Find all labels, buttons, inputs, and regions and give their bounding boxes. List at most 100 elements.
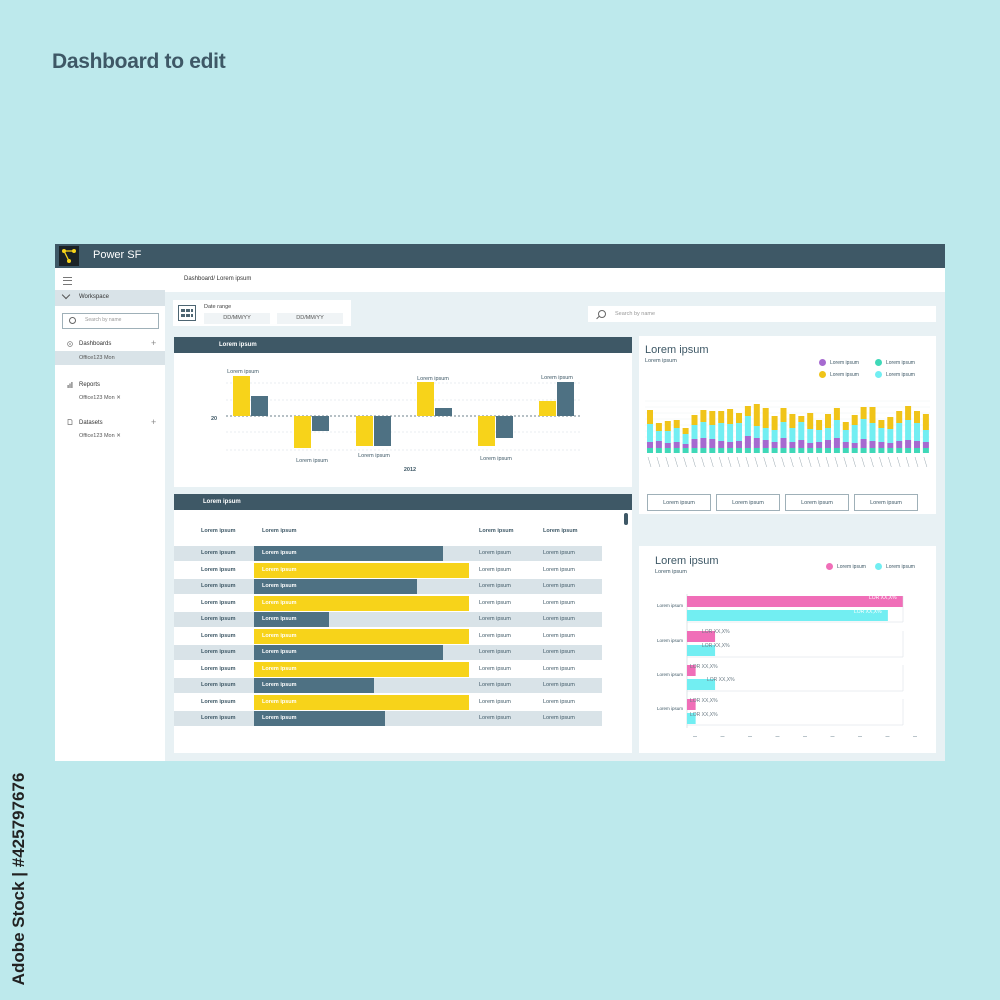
filter-button[interactable]: Lorem ipsum — [647, 494, 711, 511]
stack-segment — [789, 448, 796, 453]
bar — [312, 416, 329, 431]
table-bar: Lorem ipsum — [254, 661, 469, 677]
stack-segment — [691, 448, 698, 453]
stack-segment — [753, 426, 760, 438]
table-row[interactable]: Lorem ipsum Lorem ipsum Lorem ipsum Lorem i… — [174, 628, 602, 644]
stack-segment — [647, 448, 653, 453]
table-cell: Lorem ipsum — [479, 682, 511, 688]
x-tick — [720, 736, 725, 737]
x-tick — [858, 736, 862, 737]
table-row[interactable]: Lorem ipsum Lorem ipsum Lorem ipsum Lorem i… — [174, 546, 602, 561]
sidebar-subitem-dashboard[interactable]: Office123 Mon — [79, 355, 115, 361]
table-row[interactable]: Lorem ipsum Lorem ipsum Lorem ipsum Lorem i… — [174, 645, 602, 660]
table-scrollbar[interactable] — [624, 513, 628, 525]
hbar — [687, 665, 696, 676]
stack-segment — [869, 407, 876, 423]
table-row[interactable]: Lorem ipsum Lorem ipsum Lorem ipsum Lorem i… — [174, 595, 602, 611]
x-tick-label — [763, 456, 767, 468]
legend-item: Lorem ipsum — [819, 359, 859, 366]
table-bar: Lorem ipsum — [254, 579, 418, 594]
date-to-field[interactable]: DD/MM/YY — [277, 313, 343, 324]
stack-segment — [691, 415, 698, 425]
app-name: Power SF — [93, 249, 142, 261]
stack-segment — [869, 448, 876, 453]
stack-segment — [816, 448, 823, 453]
date-from-field[interactable]: DD/MM/YY — [204, 313, 270, 324]
stack-segment — [798, 440, 805, 448]
stack-segment — [655, 423, 662, 431]
table-cell: Lorem ipsum — [479, 583, 511, 589]
table-bar-label: Lorem ipsum — [262, 583, 297, 589]
stack-segment — [718, 411, 725, 423]
search-input[interactable]: Search by name — [588, 306, 936, 322]
breadcrumb[interactable]: Dashboard/ Lorem ipsum — [184, 276, 252, 282]
table-row[interactable]: Lorem ipsum Lorem ipsum Lorem ipsum Lorem i… — [174, 661, 602, 677]
stack-segment — [709, 439, 716, 448]
stack-segment — [780, 448, 787, 453]
filter-button[interactable]: Lorem ipsum — [854, 494, 918, 511]
sidebar-item-reports[interactable]: Reports — [79, 382, 101, 388]
hbar — [687, 679, 716, 690]
stack-segment — [860, 448, 867, 453]
legend-label: Lorem ipsum — [886, 371, 915, 378]
sidebar: Workspace Search by name Dashboards + Of… — [55, 268, 165, 761]
sidebar-item-datasets[interactable]: Datasets — [79, 420, 103, 426]
stack-segment — [700, 438, 707, 448]
stack-segment — [744, 448, 751, 453]
table-bar: Lorem ipsum — [254, 546, 444, 561]
sidebar-item-dashboards[interactable]: Dashboards — [79, 341, 112, 347]
stack-segment — [887, 443, 894, 448]
x-tick-label — [816, 456, 821, 468]
table-cell: Lorem ipsum — [479, 599, 511, 606]
stacked-chart-subtitle: Lorem ipsum — [645, 358, 677, 364]
hbar — [687, 645, 716, 656]
stack-segment — [914, 423, 920, 441]
stack-segment — [922, 430, 929, 442]
filter-button[interactable]: Lorem ipsum — [785, 494, 849, 511]
x-tick-label — [807, 456, 812, 468]
sidebar-subitem-dataset[interactable]: Office123 Mon ✕ — [79, 433, 121, 439]
stack-segment — [798, 448, 805, 453]
stack-segment — [789, 414, 796, 428]
hbar-category-label: Lorem ipsum — [657, 603, 684, 608]
filter-button[interactable]: Lorem ipsum — [716, 494, 780, 511]
add-dashboard-icon[interactable]: + — [151, 338, 157, 348]
sidebar-subitem-report[interactable]: Office123 Mon ✕ — [79, 395, 121, 401]
x-tick-label — [701, 456, 705, 468]
date-range-picker[interactable]: Date range DD/MM/YY DD/MM/YY — [173, 300, 351, 326]
table-row[interactable]: Lorem ipsum Lorem ipsum Lorem ipsum Lorem i… — [174, 678, 602, 693]
table-row[interactable]: Lorem ipsum Lorem ipsum Lorem ipsum Lorem i… — [174, 694, 602, 710]
sidebar-search-input[interactable]: Search by name — [62, 313, 159, 329]
stack-segment — [691, 425, 698, 439]
hamburger-menu-icon[interactable] — [63, 277, 72, 285]
stack-segment — [833, 438, 840, 448]
stack-segment — [700, 422, 707, 438]
table-row[interactable]: Lorem ipsum Lorem ipsum Lorem ipsum Lorem i… — [174, 711, 602, 726]
table-row[interactable]: Lorem ipsum Lorem ipsum Lorem ipsum Lorem i… — [174, 562, 602, 578]
table-row[interactable]: Lorem ipsum Lorem ipsum Lorem ipsum Lorem i… — [174, 612, 602, 627]
add-dataset-icon[interactable]: + — [151, 417, 157, 427]
stack-segment — [664, 448, 671, 453]
table-cell: Lorem ipsum — [479, 566, 511, 573]
report-icon — [67, 382, 73, 388]
legend-label: Lorem ipsum — [886, 359, 915, 366]
table-cell: Lorem ipsum — [201, 632, 236, 639]
table-cell: Lorem ipsum — [201, 583, 236, 589]
workspace-toggle[interactable]: Workspace — [55, 290, 165, 306]
table-cell: Lorem ipsum — [543, 583, 575, 589]
stack-segment — [780, 408, 787, 422]
table-panel: Lorem ipsum Lorem ipsum Lorem ipsum Lore… — [174, 494, 632, 753]
stack-segment — [744, 406, 751, 416]
x-tick-label — [843, 456, 848, 468]
stack-segment — [736, 441, 742, 448]
bar — [539, 401, 556, 416]
hbar-chart-subtitle: Lorem ipsum — [655, 569, 687, 575]
bar-data-label: Lorem ipsum — [417, 376, 449, 382]
stack-segment — [771, 416, 778, 430]
stack-segment — [842, 430, 849, 442]
stack-segment — [816, 430, 823, 442]
stack-segment — [842, 448, 849, 453]
stack-segment — [851, 415, 858, 425]
table-row[interactable]: Lorem ipsum Lorem ipsum Lorem ipsum Lorem i… — [174, 579, 602, 594]
x-tick-label — [665, 456, 670, 468]
